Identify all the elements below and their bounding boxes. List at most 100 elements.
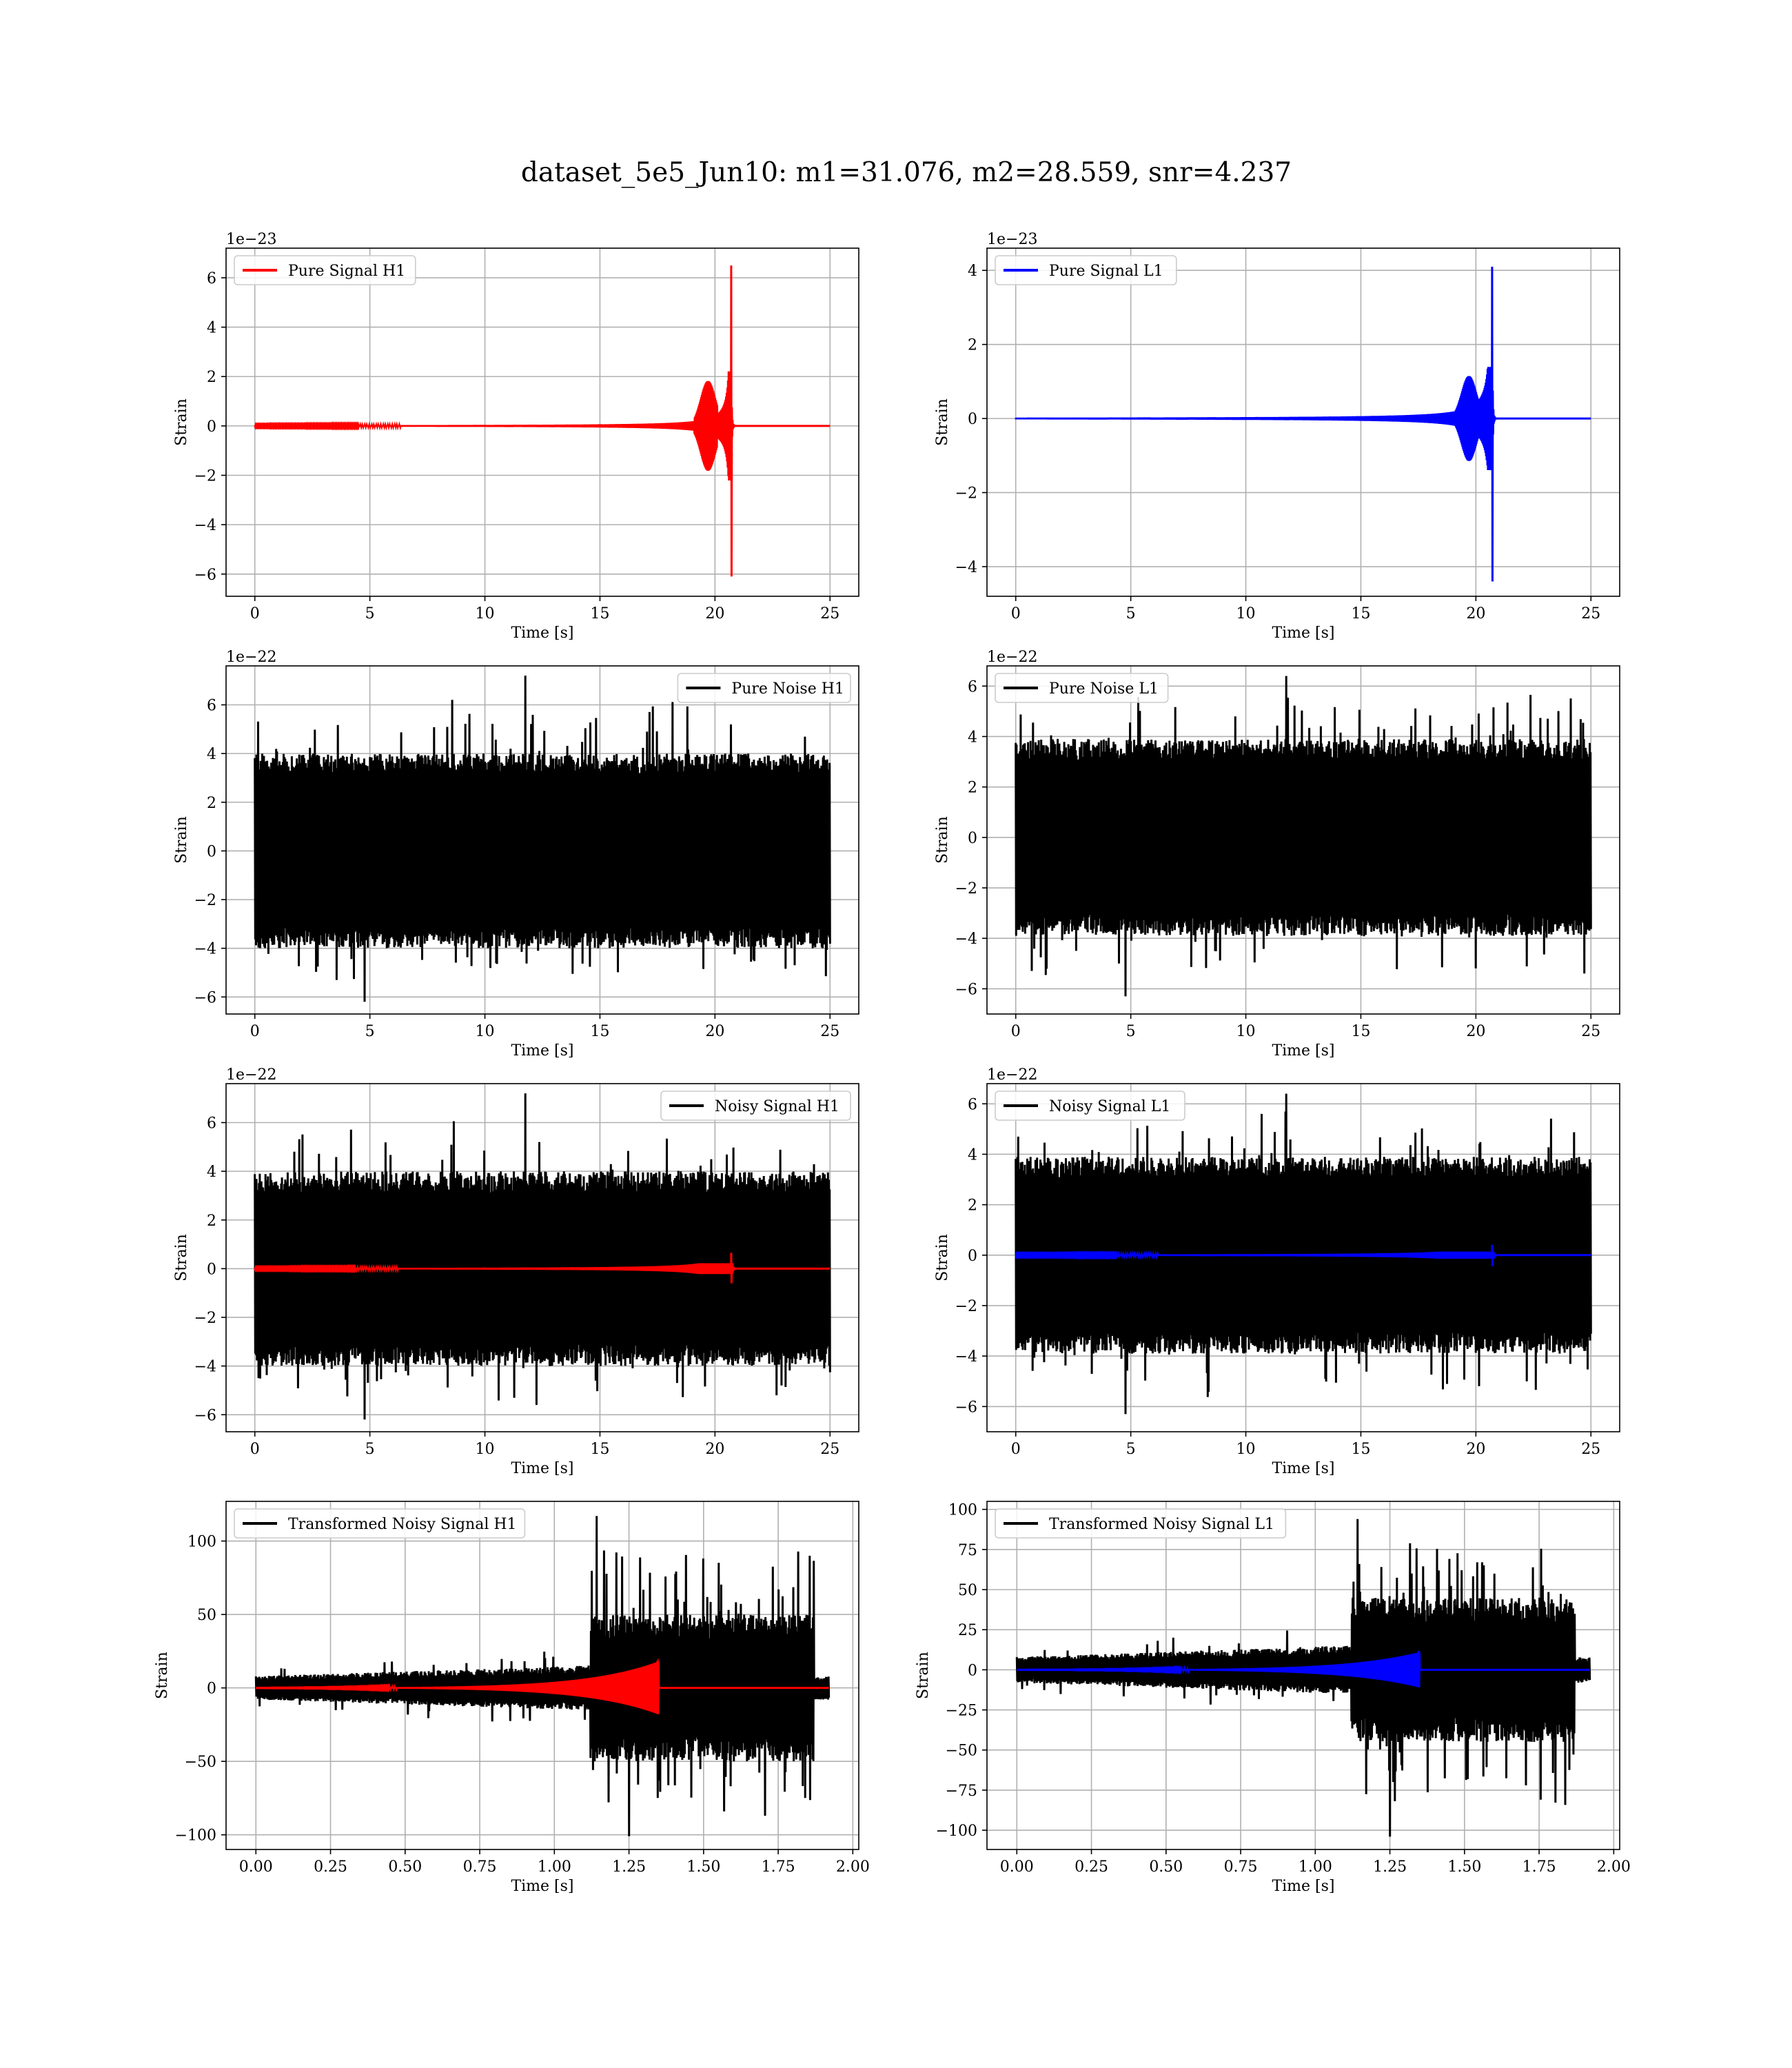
y-tick-label: −2	[194, 1310, 216, 1327]
y-tick-label: −4	[194, 1359, 216, 1376]
y-tick-label: 0	[207, 843, 216, 860]
x-tick-label: 5	[365, 1023, 375, 1040]
x-tick-label: 1.75	[1523, 1858, 1556, 1876]
x-tick-label: 1.00	[538, 1858, 571, 1876]
y-tick-label: 75	[958, 1542, 977, 1559]
series-line-transformed-noisy-signal-l1	[1015, 1519, 1591, 1837]
y-axis-label: Strain	[934, 816, 951, 864]
x-tick-label: 0.50	[388, 1858, 422, 1876]
x-tick-label: 0.25	[1075, 1858, 1108, 1876]
x-tick-label: 15	[1351, 1023, 1370, 1040]
x-tick-label: 20	[705, 1441, 724, 1458]
legend-entry: Noisy Signal H1	[715, 1098, 839, 1115]
y-tick-label: −6	[955, 981, 977, 998]
y-tick-label: −4	[955, 1348, 977, 1366]
x-tick-label: 0.00	[1000, 1858, 1034, 1876]
y-axis-label: Strain	[934, 1234, 951, 1281]
subplot-pure-noise-h1: 0 5 10 15 20 25 −6 −4 −2 0 2 4 6 Time [s] Strain 1e−22 P…	[173, 649, 859, 1060]
x-tick-label: 0	[250, 1441, 260, 1458]
series-line-noisy-signal-h1	[254, 1093, 831, 1420]
x-tick-label: 1.50	[1447, 1858, 1481, 1876]
x-tick-label: 10	[476, 1023, 495, 1040]
x-tick-label: 25	[1581, 1023, 1600, 1040]
x-axis-label: Time [s]	[511, 625, 573, 642]
y-tick-label: 0	[207, 1681, 216, 1698]
legend: Noisy Signal L1	[995, 1091, 1185, 1121]
y-tick-label: −50	[185, 1754, 216, 1771]
axes-frame	[225, 1083, 859, 1432]
x-tick-label: 20	[705, 1023, 724, 1040]
y-tick-label: 2	[207, 795, 216, 812]
series-line-noisy-signal-l1	[1015, 1093, 1592, 1415]
y-tick-label: 6	[968, 678, 977, 696]
legend-entry: Noisy Signal L1	[1049, 1098, 1170, 1115]
x-tick-label: 5	[365, 1441, 375, 1458]
y-tick-label: −2	[194, 892, 216, 909]
y-tick-label: 4	[207, 320, 216, 337]
legend-frame	[660, 1091, 851, 1121]
y-tick-label: 0	[207, 1261, 216, 1278]
series-line-pure-signal-l1	[1015, 266, 1591, 582]
y-tick-label: 4	[207, 1164, 216, 1181]
axis-offset-text: 1e−23	[226, 231, 276, 248]
y-tick-label: −4	[194, 941, 216, 958]
legend-entry: Pure Signal L1	[1049, 263, 1163, 280]
y-tick-label: 0	[207, 418, 216, 436]
x-tick-label: 20	[1466, 1023, 1485, 1040]
x-axis-label: Time [s]	[1272, 1042, 1334, 1060]
y-tick-label: 2	[968, 1197, 977, 1215]
y-axis-label: Strain	[173, 1234, 190, 1281]
y-tick-label: 50	[958, 1582, 977, 1599]
y-tick-label: −6	[194, 1407, 216, 1424]
x-tick-label: 15	[1351, 1441, 1370, 1458]
series-line-overlay-1	[1017, 1650, 1590, 1688]
axes-frame	[986, 1083, 1620, 1432]
legend: Pure Signal L1	[995, 255, 1177, 285]
axes-frame	[225, 247, 859, 597]
series-line-pure-noise-h1	[254, 676, 831, 1002]
y-tick-label: −2	[955, 1298, 977, 1315]
legend-frame	[995, 1508, 1287, 1539]
x-tick-label: 0	[1011, 605, 1021, 622]
axes-frame	[986, 1501, 1620, 1850]
x-tick-label: 0.00	[239, 1858, 273, 1876]
x-tick-label: 5	[1126, 1023, 1136, 1040]
axes-frame	[986, 665, 1620, 1015]
legend-entry: Transformed Noisy Signal L1	[1049, 1516, 1274, 1533]
x-tick-label: 5	[1126, 1441, 1136, 1458]
series-line-overlay-1	[1015, 1244, 1591, 1266]
y-tick-label: 2	[968, 780, 977, 797]
y-axis-label: Strain	[934, 398, 951, 446]
x-tick-label: 2.00	[836, 1858, 870, 1876]
y-tick-label: −6	[194, 567, 216, 584]
axes-frame	[225, 665, 859, 1015]
axis-offset-text: 1e−22	[987, 649, 1037, 666]
series-line-pure-signal-h1	[254, 265, 831, 577]
subplot-pure-noise-l1: 0 5 10 15 20 25 −6 −4 −2 0 2 4 6 Time [s] Strain 1e−22 P…	[934, 649, 1620, 1060]
legend: Pure Signal H1	[234, 255, 416, 285]
figure-title: dataset_5e5_Jun10: m1=31.076, m2=28.559,…	[520, 157, 1292, 188]
y-tick-label: 2	[968, 337, 977, 354]
x-tick-label: 10	[1236, 1441, 1256, 1458]
subplot-transformed-noisy-signal-l1: 0.00 0.25 0.50 0.75 1.00 1.25 1.50 1.75 2.00 −100…	[915, 1501, 1631, 1895]
y-tick-label: −100	[936, 1823, 977, 1840]
x-tick-label: 5	[1126, 605, 1136, 622]
x-tick-label: 0.50	[1149, 1858, 1183, 1876]
y-tick-label: −2	[194, 468, 216, 485]
legend: Pure Noise H1	[677, 673, 851, 703]
legend-frame	[995, 673, 1169, 703]
y-tick-label: 6	[207, 1115, 216, 1133]
x-tick-label: 5	[365, 605, 375, 622]
y-axis-label: Strain	[173, 816, 190, 864]
x-tick-label: 20	[1466, 1441, 1485, 1458]
y-tick-label: 4	[968, 263, 977, 280]
y-tick-label: −100	[175, 1827, 216, 1845]
y-tick-label: 0	[968, 1662, 977, 1679]
y-tick-label: 6	[207, 698, 216, 715]
x-tick-label: 15	[1351, 605, 1370, 622]
x-axis-label: Time [s]	[511, 1878, 573, 1895]
x-axis-label: Time [s]	[511, 1042, 573, 1060]
y-tick-label: 4	[968, 729, 977, 746]
x-tick-label: 15	[590, 1023, 609, 1040]
